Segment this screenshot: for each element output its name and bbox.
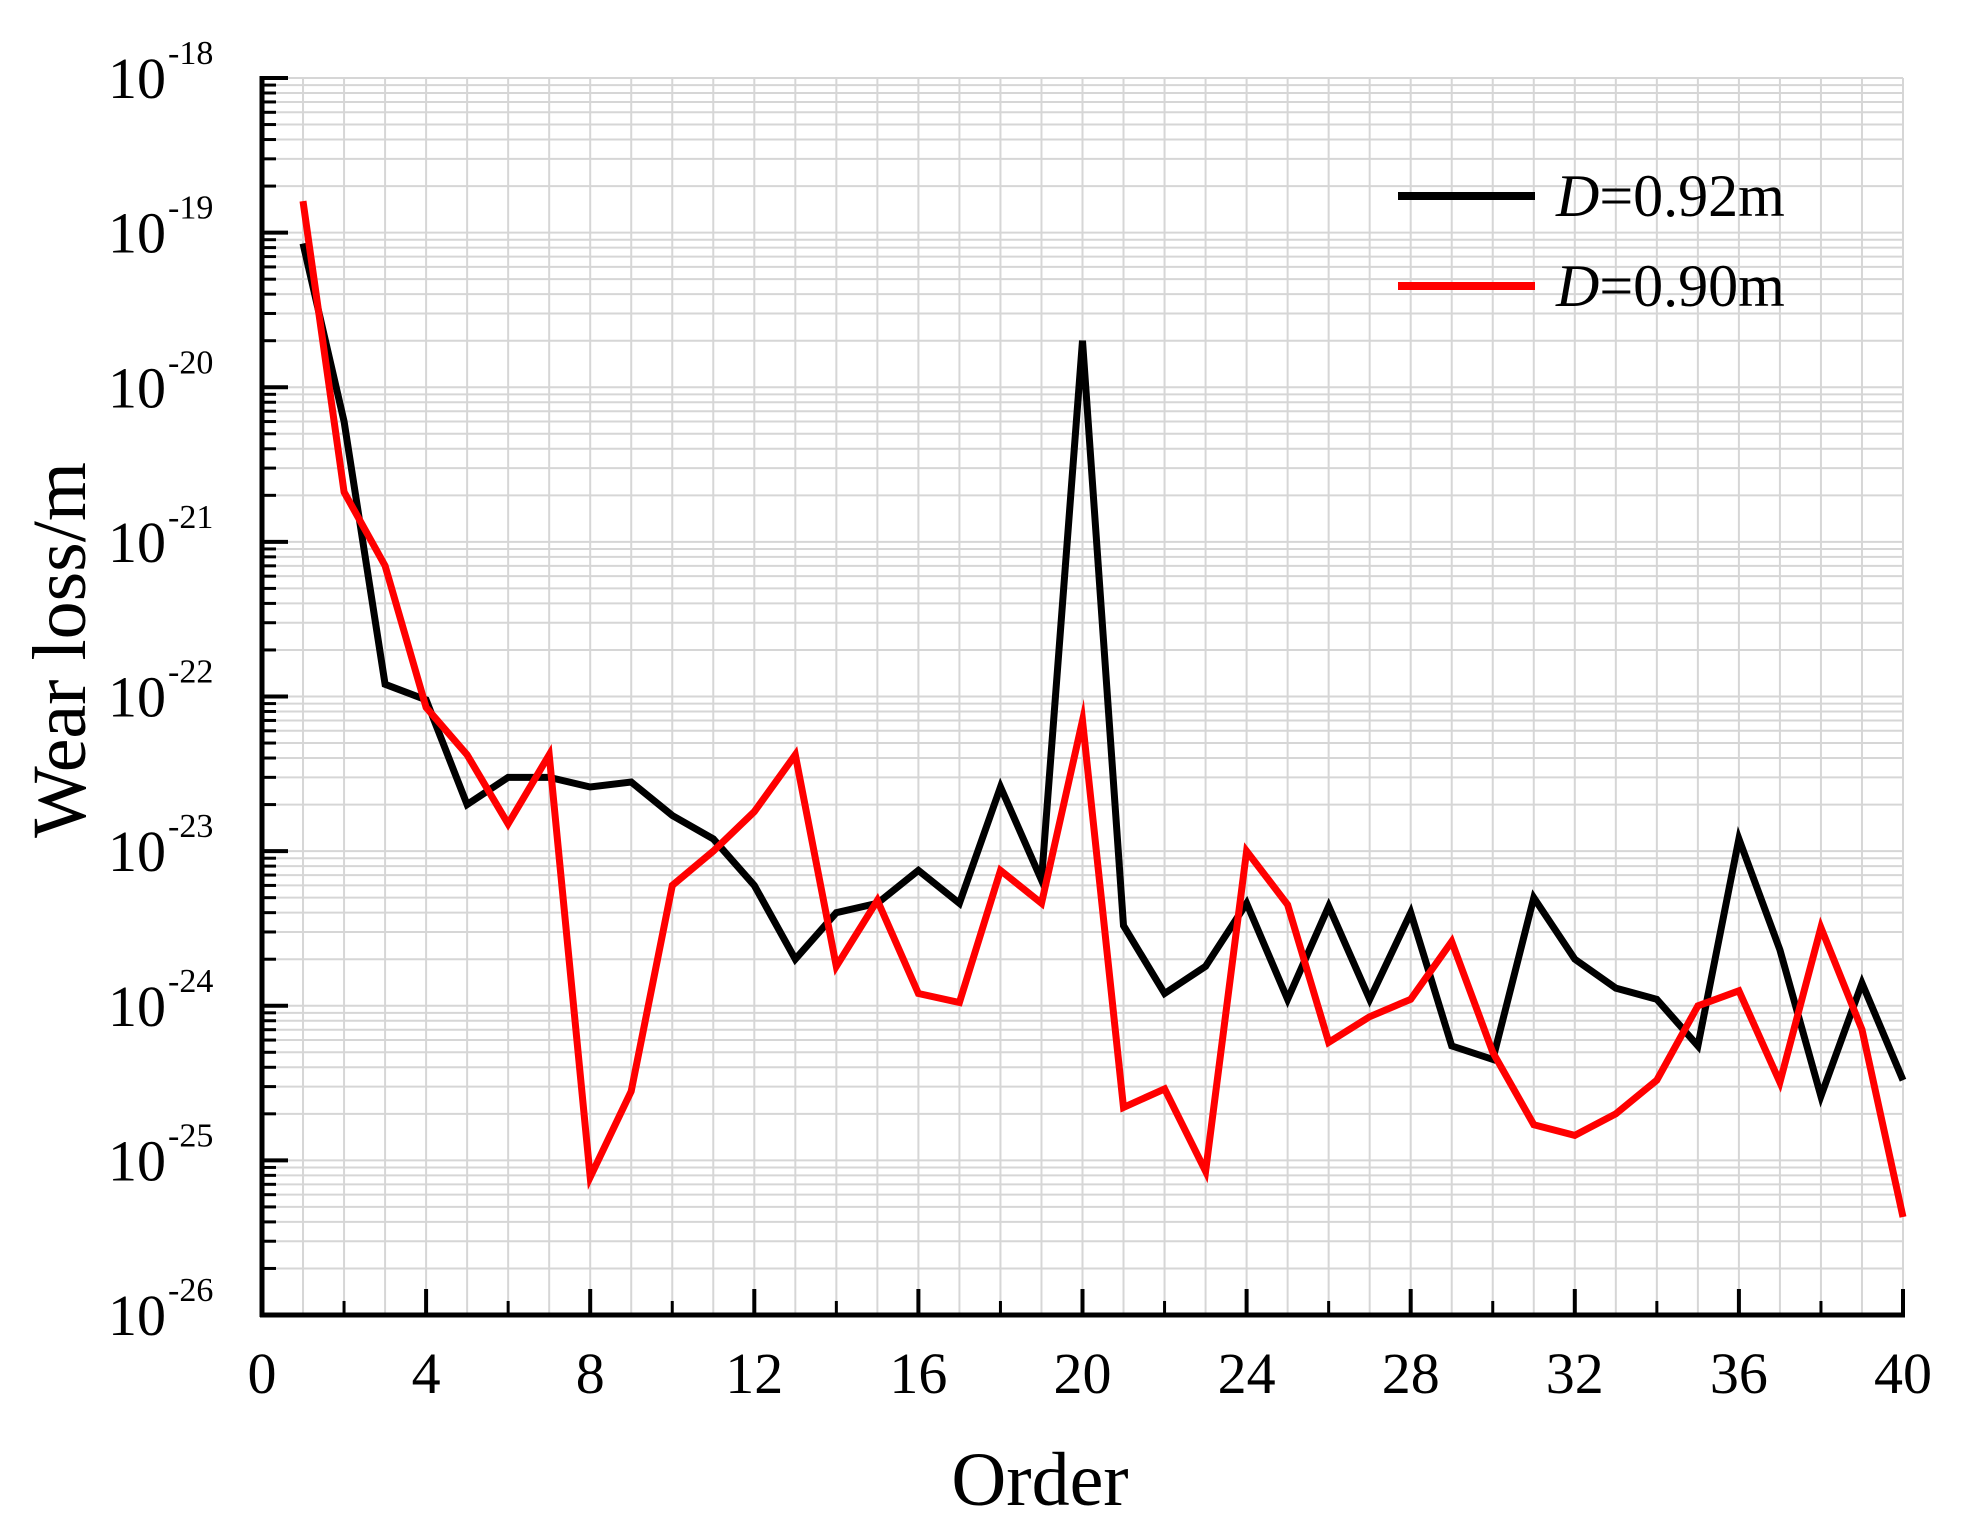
x-tick-label: 24 — [1218, 1341, 1276, 1406]
x-tick-label: 36 — [1710, 1341, 1768, 1406]
legend-item-1: D=0.92m — [1398, 163, 1785, 229]
series-line-1 — [299, 242, 1907, 1108]
y-tick-base: 10 — [108, 1128, 166, 1193]
y-tick-exponent: -19 — [168, 190, 213, 227]
y-tick-label: 10 -25 — [108, 1117, 213, 1193]
y-tick-base: 10 — [108, 974, 166, 1039]
y-tick-label: 10 -23 — [108, 808, 213, 884]
y-tick-labels: 10-2610-2510-2410-2310-2210-2110-2010-19… — [108, 35, 213, 1348]
x-tick-labels: 0 4 8 12 16 20 24 28 32 36 40 — [248, 1341, 1933, 1406]
y-tick-exponent: -22 — [168, 654, 213, 691]
y-tick-base: 10 — [108, 665, 166, 730]
legend-label: D=0.92m — [1555, 163, 1785, 229]
y-tick-base: 10 — [108, 1283, 166, 1348]
legend-label-value: =0.92m — [1599, 163, 1785, 229]
x-tick-label: 4 — [412, 1341, 441, 1406]
y-tick-label: 10 -21 — [108, 499, 213, 575]
tick-marks — [260, 76, 1905, 1317]
x-tick-label: 32 — [1546, 1341, 1604, 1406]
legend-label-value: =0.90m — [1599, 253, 1785, 319]
y-tick-base: 10 — [108, 819, 166, 884]
x-tick-label: 12 — [725, 1341, 783, 1406]
y-tick-base: 10 — [108, 510, 166, 575]
legend-label: D=0.90m — [1555, 253, 1785, 319]
y-tick-label: 10 -24 — [108, 963, 213, 1039]
y-tick-exponent: -18 — [168, 35, 213, 72]
y-tick-label: 10 -26 — [108, 1272, 213, 1348]
y-tick-base: 10 — [108, 46, 166, 111]
y-tick-exponent: -24 — [168, 963, 213, 1000]
y-tick-exponent: -26 — [168, 1272, 213, 1309]
y-tick-label: 10 -18 — [108, 35, 213, 111]
x-tick-label: 28 — [1382, 1341, 1440, 1406]
series-line-2 — [299, 200, 1907, 1218]
x-axis-title: Order — [951, 1438, 1128, 1522]
legend-label-variable: D — [1555, 163, 1599, 229]
y-tick-label: 10 -20 — [108, 344, 213, 420]
x-tick-label: 20 — [1054, 1341, 1112, 1406]
x-tick-label: 8 — [576, 1341, 605, 1406]
y-tick-base: 10 — [108, 201, 166, 266]
x-tick-label: 40 — [1874, 1341, 1932, 1406]
y-tick-exponent: -21 — [168, 499, 213, 536]
y-tick-label: 10 -19 — [108, 190, 213, 266]
y-axis-title: Wear loss/m — [18, 462, 102, 838]
x-tick-label: 16 — [889, 1341, 947, 1406]
y-tick-label: 10 -22 — [108, 654, 213, 730]
y-tick-base: 10 — [108, 355, 166, 420]
legend-item-2: D=0.90m — [1398, 253, 1785, 319]
y-tick-exponent: -20 — [168, 344, 213, 381]
legend-label-variable: D — [1555, 253, 1599, 319]
y-tick-exponent: -23 — [168, 808, 213, 845]
x-tick-label: 0 — [248, 1341, 277, 1406]
series-layer — [299, 200, 1907, 1218]
y-tick-exponent: -25 — [168, 1117, 213, 1154]
